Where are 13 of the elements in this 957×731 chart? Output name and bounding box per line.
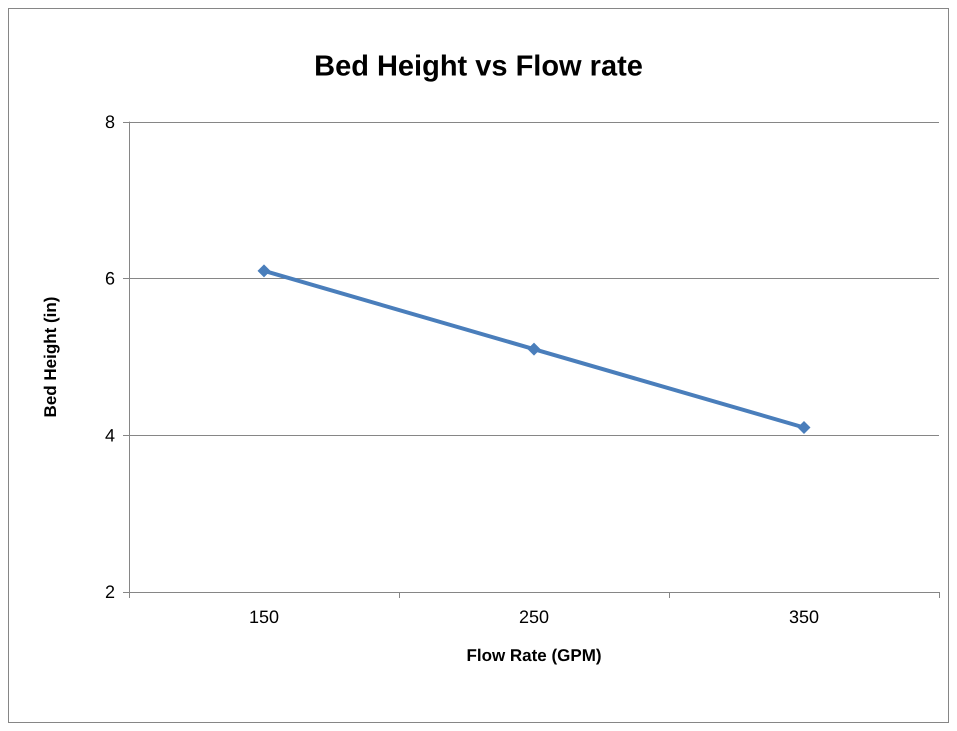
point — [798, 421, 810, 434]
point — [258, 264, 270, 278]
y-tick-label: 4 — [104, 425, 115, 446]
x-axis-title: Flow Rate (GPM) — [466, 646, 602, 665]
x-tick-label: 150 — [248, 607, 280, 627]
x-tick-label: 350 — [788, 607, 820, 627]
point — [528, 342, 540, 356]
y-tick-label: 8 — [104, 112, 115, 132]
y-tick-label: 2 — [104, 582, 115, 602]
y-axis-title: Bed Height (in) — [41, 296, 60, 418]
chart-title: Bed Height vs Flow rate — [314, 50, 643, 82]
y-tick-label: 6 — [104, 268, 115, 289]
x-tick-label: 250 — [518, 607, 550, 627]
